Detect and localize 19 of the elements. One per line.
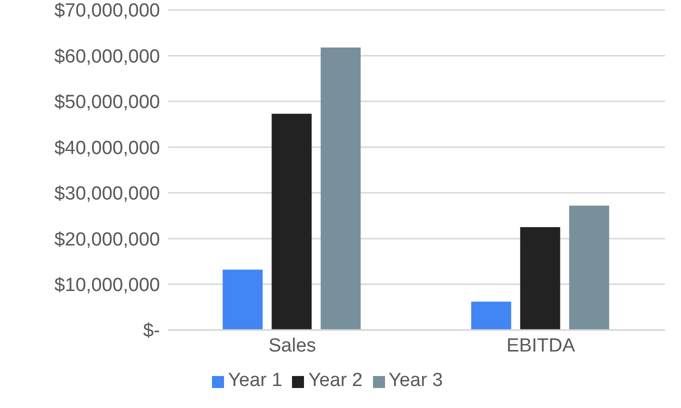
- bar: [569, 206, 610, 330]
- y-tick-label: $20,000,000: [54, 229, 160, 250]
- legend-label: Year 1: [228, 370, 282, 391]
- x-tick-label: Sales: [268, 335, 316, 356]
- y-tick-label: $50,000,000: [54, 92, 160, 114]
- legend-label: Year 2: [308, 370, 363, 391]
- bar: [222, 270, 263, 330]
- legend-label: Year 3: [388, 370, 443, 391]
- y-tick-label: $40,000,000: [54, 138, 160, 159]
- bar: [471, 302, 512, 330]
- x-tick-label: EBITDA: [506, 335, 576, 356]
- y-tick-label: $-: [143, 320, 160, 342]
- y-tick-label: $70,000,000: [54, 0, 160, 22]
- y-tick-label: $30,000,000: [54, 184, 160, 205]
- y-tick-label: $10,000,000: [54, 275, 160, 296]
- bar: [272, 114, 312, 330]
- bar: [320, 47, 361, 330]
- y-tick-label: $60,000,000: [54, 46, 160, 68]
- bar: [520, 227, 560, 330]
